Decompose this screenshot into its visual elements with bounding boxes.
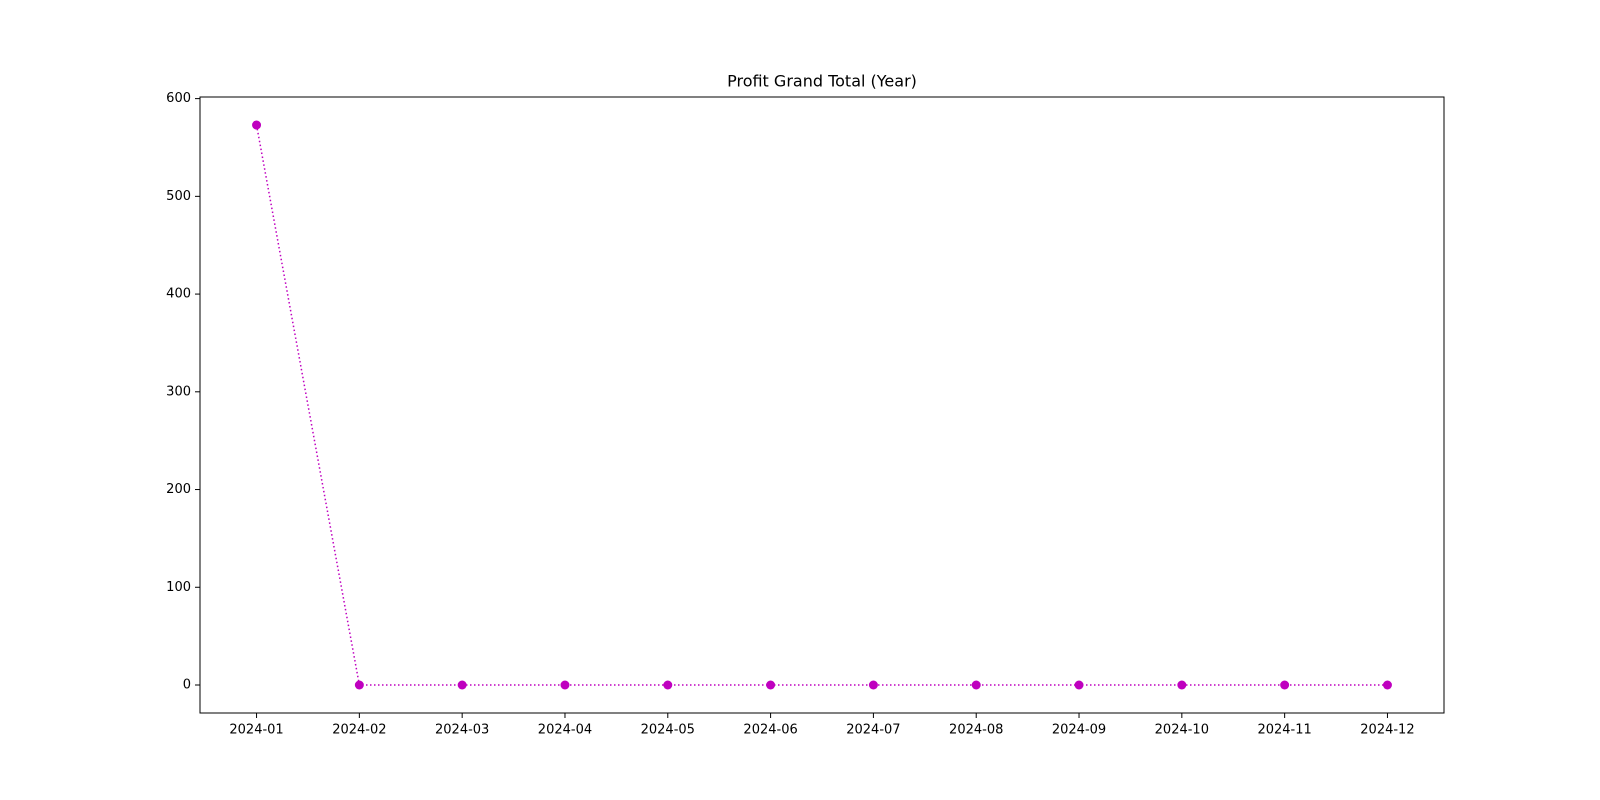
y-tick-label: 100 (166, 580, 191, 595)
plot-frame (199, 96, 1445, 714)
point (663, 680, 673, 690)
y-tick-label: 200 (166, 482, 191, 497)
y-tick-label: 600 (166, 91, 191, 106)
x-tick-label: 2024-08 (949, 723, 1003, 738)
x-tick-label: 2024-09 (1052, 723, 1106, 738)
point (1382, 680, 1392, 690)
x-tick-label: 2024-07 (846, 723, 900, 738)
y-tick-label: 300 (166, 384, 191, 399)
point (354, 680, 364, 690)
chart-title: Profit Grand Total (Year) (727, 72, 917, 91)
point (1074, 680, 1084, 690)
x-tick-label: 2024-01 (229, 723, 283, 738)
x-tick-label: 2024-11 (1257, 723, 1311, 738)
x-tick-label: 2024-12 (1360, 723, 1414, 738)
y-tick-label: 0 (183, 678, 191, 693)
x-tick-label: 2024-03 (435, 723, 489, 738)
x-tick-label: 2024-05 (641, 723, 695, 738)
x-tick-label: 2024-10 (1155, 723, 1209, 738)
y-tick-label: 400 (166, 287, 191, 302)
point (1280, 680, 1290, 690)
point (1177, 680, 1187, 690)
point (457, 680, 467, 690)
point (252, 120, 262, 130)
x-tick-label: 2024-06 (743, 723, 797, 738)
point (868, 680, 878, 690)
x-tick-label: 2024-04 (538, 723, 592, 738)
point (766, 680, 776, 690)
point (971, 680, 981, 690)
line (255, 124, 1388, 686)
x-tick-label: 2024-02 (332, 723, 386, 738)
point (560, 680, 570, 690)
y-tick-label: 500 (166, 189, 191, 204)
